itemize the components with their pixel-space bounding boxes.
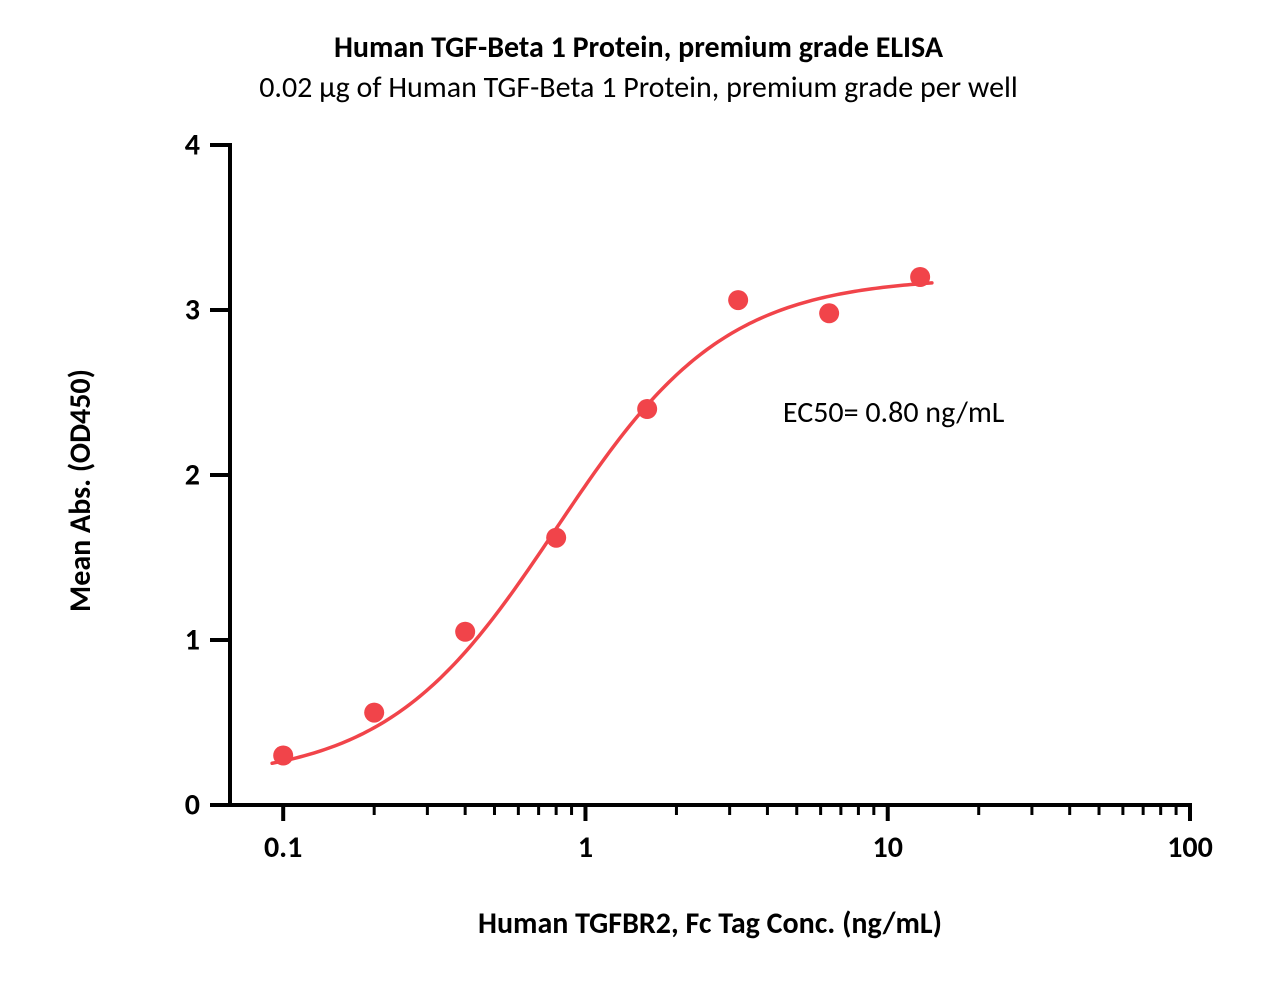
chart-subtitle: 0.02 µg of Human TGF-Beta 1 Protein, pre… [0,70,1277,106]
x-axis-label: Human TGFBR2, Fc Tag Conc. (ng/mL) [230,905,1190,942]
chart-title: Human TGF-Beta 1 Protein, premium grade … [0,30,1277,66]
x-tick-label: 10 [873,829,903,866]
x-tick-label: 1 [578,829,593,866]
y-axis-label: Mean Abs. (OD450) [62,369,99,612]
x-tick-label: 0.1 [264,829,302,866]
plot-area [230,145,1190,805]
y-tick-label: 4 [150,127,200,164]
title-block: Human TGF-Beta 1 Protein, premium grade … [0,30,1277,106]
y-tick-label: 3 [150,292,200,329]
x-tick-label: 100 [1167,829,1213,866]
y-tick-label: 2 [150,457,200,494]
chart-container: Human TGF-Beta 1 Protein, premium grade … [0,0,1277,981]
y-tick-label: 1 [150,622,200,659]
y-axis-label-wrap: Mean Abs. (OD450) [60,0,100,981]
y-tick-label: 0 [150,787,200,824]
plot-svg [208,143,1192,823]
ec50-annotation: EC50= 0.80 ng/mL [783,394,1005,431]
